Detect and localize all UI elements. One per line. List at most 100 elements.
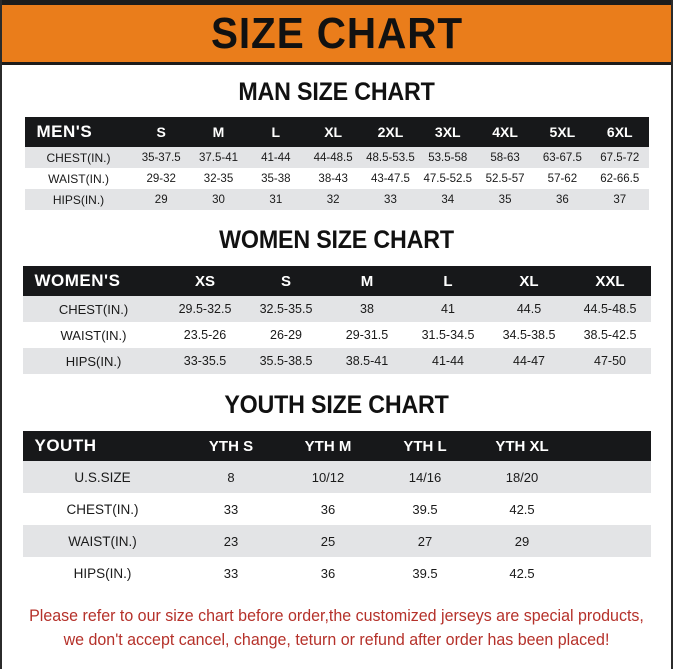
youth-section-title: YOUTH SIZE CHART <box>224 391 449 419</box>
youth-cell-3-3: 42.5 <box>473 557 571 589</box>
men-col-8: 6XL <box>591 117 649 147</box>
youth-col-1: YTH M <box>279 431 377 461</box>
men-cell-1-0: 29-32 <box>132 168 190 189</box>
men-col-7: 5XL <box>533 117 592 147</box>
youth-cell-2-pad <box>570 525 651 557</box>
women-col-2: M <box>326 266 408 296</box>
women-col-3: L <box>407 266 489 296</box>
youth-cell-0-0: 8 <box>182 461 280 493</box>
men-col-2: L <box>247 117 305 147</box>
men-cell-2-0: 29 <box>132 189 190 210</box>
youth-cell-2-3: 29 <box>473 525 571 557</box>
men-cell-2-7: 36 <box>533 189 592 210</box>
women-cell-0-2: 38 <box>326 296 408 322</box>
youth-cell-3-2: 39.5 <box>376 557 474 589</box>
women-cell-0-1: 32.5-35.5 <box>245 296 327 322</box>
men-cell-1-5: 47.5-52.5 <box>419 168 477 189</box>
women-cell-2-4: 44-47 <box>488 348 570 374</box>
men-col-3: XL <box>304 117 362 147</box>
men-col-1: M <box>189 117 248 147</box>
men-cell-1-7: 57-62 <box>533 168 592 189</box>
men-cell-0-6: 58-63 <box>476 147 534 168</box>
youth-row-0-label: U.S.SIZE <box>22 461 183 493</box>
men-cell-0-3: 44-48.5 <box>304 147 362 168</box>
youth-col-2: YTH L <box>376 431 474 461</box>
women-row-2-label: HIPS(IN.) <box>22 348 165 374</box>
men-cell-1-6: 52.5-57 <box>476 168 534 189</box>
youth-col-3: YTH XL <box>473 431 571 461</box>
men-row-1-label: WAIST(IN.) <box>24 168 133 189</box>
men-col-4: 2XL <box>361 117 420 147</box>
women-cell-2-0: 33-35.5 <box>164 348 246 374</box>
youth-cell-3-1: 36 <box>279 557 377 589</box>
men-cell-1-8: 62-66.5 <box>591 168 649 189</box>
table-row: WAIST(IN.) 23.5-26 26-29 29-31.5 31.5-34… <box>22 322 651 348</box>
women-cell-2-2: 38.5-41 <box>326 348 408 374</box>
table-row: HIPS(IN.) 33 36 39.5 42.5 <box>22 557 651 589</box>
table-row: HIPS(IN.) 33-35.5 35.5-38.5 38.5-41 41-4… <box>22 348 651 374</box>
men-cell-2-1: 30 <box>189 189 248 210</box>
men-cell-2-8: 37 <box>591 189 649 210</box>
women-cell-2-3: 41-44 <box>407 348 489 374</box>
men-cell-0-7: 63-67.5 <box>533 147 592 168</box>
men-cell-0-2: 41-44 <box>247 147 305 168</box>
youth-cell-2-0: 23 <box>182 525 280 557</box>
women-header-row: WOMEN'S XS S M L XL XXL <box>22 266 651 296</box>
top-divider <box>2 0 671 5</box>
women-size-table: WOMEN'S XS S M L XL XXL CHEST(IN.) 29.5-… <box>22 266 651 374</box>
men-section-title: MAN SIZE CHART <box>238 78 435 106</box>
youth-cell-1-2: 39.5 <box>376 493 474 525</box>
banner-header: SIZE CHART <box>2 5 671 65</box>
youth-cell-0-3: 18/20 <box>473 461 571 493</box>
men-cell-2-2: 31 <box>247 189 305 210</box>
women-col-1: S <box>245 266 327 296</box>
table-row: CHEST(IN.) 29.5-32.5 32.5-35.5 38 41 44.… <box>22 296 651 322</box>
men-cell-1-2: 35-38 <box>247 168 305 189</box>
youth-cell-0-1: 10/12 <box>279 461 377 493</box>
youth-cell-1-pad <box>570 493 651 525</box>
youth-col-pad <box>570 431 651 461</box>
youth-cell-1-3: 42.5 <box>473 493 571 525</box>
youth-cell-2-2: 27 <box>376 525 474 557</box>
women-col-4: XL <box>488 266 570 296</box>
men-cell-1-4: 43-47.5 <box>361 168 420 189</box>
table-row: WAIST(IN.) 23 25 27 29 <box>22 525 651 557</box>
men-cell-2-3: 32 <box>304 189 362 210</box>
women-section-title: WOMEN SIZE CHART <box>219 226 454 254</box>
women-cell-1-2: 29-31.5 <box>326 322 408 348</box>
women-row-0-label: CHEST(IN.) <box>22 296 165 322</box>
men-cell-0-8: 67.5-72 <box>591 147 649 168</box>
youth-cell-1-0: 33 <box>182 493 280 525</box>
men-row-2-label: HIPS(IN.) <box>24 189 133 210</box>
youth-row-3-label: HIPS(IN.) <box>22 557 183 589</box>
youth-cell-0-pad <box>570 461 651 493</box>
women-row-1-label: WAIST(IN.) <box>22 322 165 348</box>
women-cell-1-1: 26-29 <box>245 322 327 348</box>
youth-header-row: YOUTH YTH S YTH M YTH L YTH XL <box>22 431 651 461</box>
men-cell-2-6: 35 <box>476 189 534 210</box>
disclaimer-line-1: Please refer to our size chart before or… <box>29 607 644 625</box>
men-cell-2-4: 33 <box>361 189 420 210</box>
youth-cell-3-pad <box>570 557 651 589</box>
women-cell-0-5: 44.5-48.5 <box>569 296 651 322</box>
youth-row-header-label: YOUTH <box>22 431 183 461</box>
women-cell-0-3: 41 <box>407 296 489 322</box>
men-cell-1-1: 32-35 <box>189 168 248 189</box>
table-row: CHEST(IN.) 33 36 39.5 42.5 <box>22 493 651 525</box>
youth-cell-3-0: 33 <box>182 557 280 589</box>
men-cell-0-1: 37.5-41 <box>189 147 248 168</box>
table-row: HIPS(IN.) 29 30 31 32 33 34 35 36 37 <box>24 189 649 210</box>
youth-row-1-label: CHEST(IN.) <box>22 493 183 525</box>
women-row-header-label: WOMEN'S <box>22 266 165 296</box>
banner-title: SIZE CHART <box>210 8 463 58</box>
men-cell-2-5: 34 <box>419 189 477 210</box>
men-cell-1-3: 38-43 <box>304 168 362 189</box>
women-col-0: XS <box>164 266 246 296</box>
men-cell-0-5: 53.5-58 <box>419 147 477 168</box>
youth-cell-2-1: 25 <box>279 525 377 557</box>
men-col-6: 4XL <box>476 117 534 147</box>
men-row-0-label: CHEST(IN.) <box>24 147 133 168</box>
table-row: U.S.SIZE 8 10/12 14/16 18/20 <box>22 461 651 493</box>
men-header-row: MEN'S S M L XL 2XL 3XL 4XL 5XL 6XL <box>24 117 649 147</box>
